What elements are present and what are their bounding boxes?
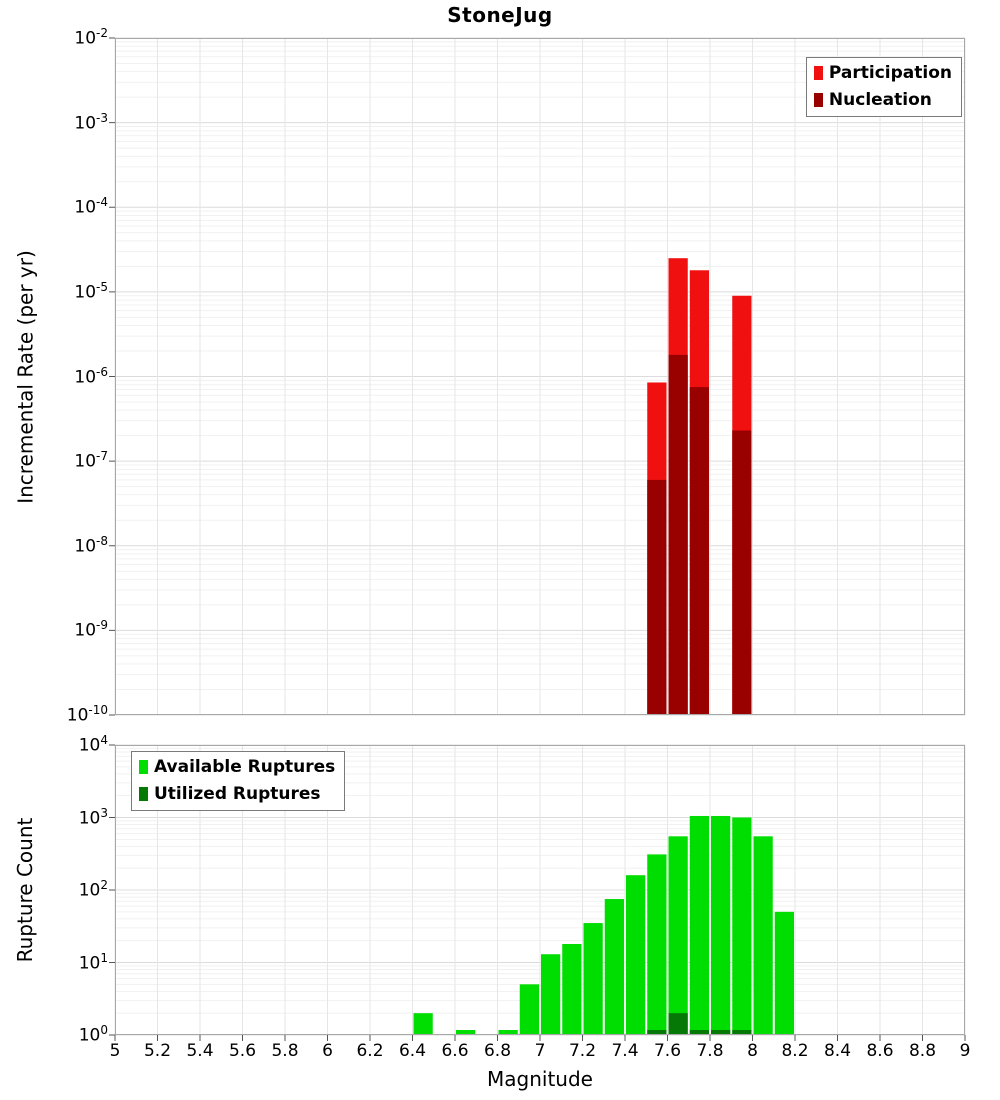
x-tick-label: 6: [322, 1041, 333, 1061]
x-tick-label: 5.2: [143, 1041, 172, 1061]
bar-available-ruptures: [583, 923, 603, 1035]
bar-utilized-ruptures: [647, 1030, 667, 1035]
bar-available-ruptures: [774, 911, 794, 1035]
bar-available-ruptures: [647, 854, 667, 1035]
series-utilized-ruptures: [647, 1013, 752, 1035]
x-tick-label: 8: [747, 1041, 758, 1061]
x-tick-label: 8.8: [908, 1041, 937, 1061]
utilized-ruptures-label: Utilized Ruptures: [154, 784, 321, 804]
y-tick-label: 10-10: [66, 703, 108, 726]
bar-available-ruptures: [626, 875, 646, 1035]
bar-available-ruptures: [668, 836, 688, 1035]
bar-nucleation: [668, 354, 688, 715]
x-tick-label: 8.2: [781, 1041, 809, 1061]
bar-available-ruptures: [604, 899, 624, 1035]
x-tick-label: 8.4: [823, 1041, 852, 1061]
bar-nucleation: [732, 430, 752, 715]
bar-available-ruptures: [711, 815, 731, 1035]
bar-available-ruptures: [541, 954, 561, 1035]
x-tick-label: 5.8: [271, 1041, 299, 1061]
x-tick-label: 7: [534, 1041, 546, 1061]
y-tick-label: 101: [78, 950, 108, 974]
bar-available-ruptures: [519, 984, 539, 1035]
series-available-ruptures: [413, 815, 794, 1035]
x-tick-label: 5.6: [228, 1041, 257, 1061]
bar-available-ruptures: [562, 943, 582, 1035]
y-tick-label: 10-3: [74, 110, 108, 134]
plot-border: [115, 745, 965, 1035]
x-tick-label: 7.2: [568, 1041, 597, 1061]
x-tick-label: 5: [109, 1041, 121, 1061]
series-nucleation: [647, 354, 752, 715]
bar-utilized-ruptures: [668, 1013, 688, 1035]
bar-nucleation: [689, 387, 709, 715]
axis-tick-marks: [109, 37, 115, 716]
bar-available-ruptures: [413, 1013, 433, 1035]
x-tick-label: 6.8: [483, 1041, 512, 1061]
plot-border: [115, 38, 965, 715]
x-tick-label: 6.6: [441, 1041, 469, 1061]
utilized-ruptures-swatch-icon: [139, 787, 148, 801]
y-tick-label: 10-5: [74, 279, 108, 303]
y-tick-label: 10-9: [74, 618, 108, 642]
bar-available-ruptures: [732, 817, 752, 1035]
y-tick-label: 104: [78, 733, 108, 756]
bar-available-ruptures: [753, 836, 773, 1035]
vertical-gridlines: [114, 38, 966, 715]
bar-utilized-ruptures: [732, 1030, 752, 1035]
available-ruptures-label: Available Ruptures: [154, 757, 336, 777]
nucleation-swatch-icon: [813, 93, 823, 107]
bar-nucleation: [647, 479, 667, 715]
x-tick-label: 7.4: [611, 1041, 639, 1061]
y-tick-label: 10-6: [74, 364, 108, 388]
legend-item-participation: Participation: [813, 63, 952, 83]
participation-label: Participation: [828, 63, 952, 83]
x-tick-label: 6.4: [398, 1041, 427, 1061]
nucleation-label: Nucleation: [828, 90, 932, 110]
bar-utilized-ruptures: [689, 1030, 709, 1035]
y-tick-label: 102: [78, 878, 108, 901]
y-tick-label: 100: [78, 1023, 108, 1046]
participation-swatch-icon: [813, 66, 823, 80]
x-tick-label: 9: [959, 1041, 971, 1061]
bar-available-ruptures: [498, 1030, 518, 1035]
rate-legend: Participation Nucleation: [805, 57, 962, 117]
legend-item-nucleation: Nucleation: [813, 90, 952, 110]
bar-available-ruptures: [689, 815, 709, 1035]
y-tick-label: 103: [78, 805, 108, 829]
y-tick-label: 10-4: [74, 195, 108, 218]
rupture-count-panel: [109, 744, 966, 1041]
x-tick-label: 6.2: [356, 1041, 384, 1061]
incremental-rate-panel: [109, 37, 966, 716]
bar-utilized-ruptures: [711, 1030, 731, 1035]
axis-tick-marks: [109, 744, 966, 1041]
x-tick-label: 7.6: [653, 1041, 682, 1061]
x-axis-title: Magnitude: [487, 1067, 593, 1091]
x-tick-label: 8.6: [866, 1041, 894, 1061]
chart-title: StoneJug: [447, 3, 553, 27]
y-tick-label: 10-7: [74, 449, 108, 472]
x-tick-label: 7.8: [696, 1041, 724, 1061]
legend-item-utilized-ruptures: Utilized Ruptures: [139, 784, 335, 804]
y-tick-label: 10-8: [74, 533, 108, 557]
rupture-legend: Available Ruptures Utilized Ruptures: [131, 751, 346, 811]
available-ruptures-swatch-icon: [139, 760, 148, 774]
bar-available-ruptures: [456, 1030, 476, 1035]
y-tick-label: 10-2: [74, 26, 108, 49]
x-tick-label: 5.4: [186, 1041, 214, 1061]
legend-item-available-ruptures: Available Ruptures: [139, 757, 335, 777]
